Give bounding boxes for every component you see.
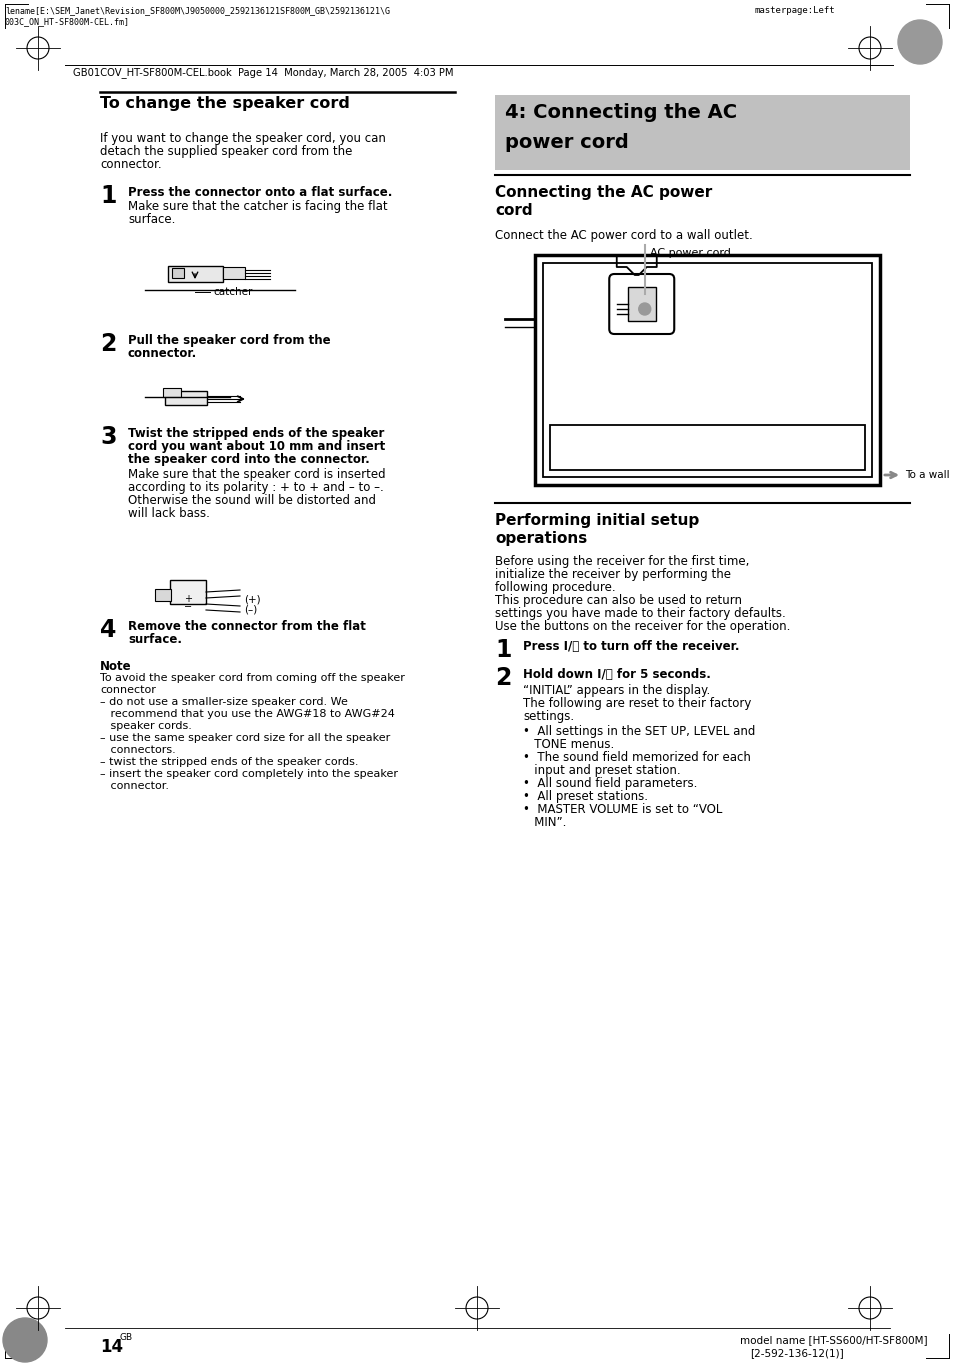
Text: Make sure that the catcher is facing the flat: Make sure that the catcher is facing the… [128,201,387,213]
Text: masterpage:Left: masterpage:Left [754,5,835,15]
Text: This procedure can also be used to return: This procedure can also be used to retur… [495,593,741,607]
Text: Otherwise the sound will be distorted and: Otherwise the sound will be distorted an… [128,494,375,507]
Text: the speaker cord into the connector.: the speaker cord into the connector. [128,453,370,466]
Circle shape [897,20,941,64]
Text: following procedure.: following procedure. [495,581,615,593]
Text: •  MASTER VOLUME is set to “VOL: • MASTER VOLUME is set to “VOL [522,803,721,816]
Text: MIN”.: MIN”. [522,816,566,829]
Text: settings.: settings. [522,711,574,723]
Bar [542,263,871,477]
Text: 4: 4 [100,618,116,642]
Text: operations: operations [495,531,587,546]
Text: lename[E:\SEM_Janet\Revision_SF800M\J9050000_2592136121SF800M_GB\2592136121\G: lename[E:\SEM_Janet\Revision_SF800M\J905… [5,5,390,15]
Text: Connect the AC power cord to a wall outlet.: Connect the AC power cord to a wall outl… [495,229,752,241]
Bar [170,580,206,604]
Text: Note: Note [100,660,132,672]
Text: +: + [184,593,192,604]
Text: “INITIAL” appears in the display.: “INITIAL” appears in the display. [522,683,709,697]
Text: detach the supplied speaker cord from the: detach the supplied speaker cord from th… [100,145,352,158]
Text: connector.: connector. [128,346,197,360]
Text: To change the speaker cord: To change the speaker cord [100,95,350,110]
Text: will lack bass.: will lack bass. [128,507,210,520]
Text: according to its polarity : + to + and – to –.: according to its polarity : + to + and –… [128,481,383,494]
Text: surface.: surface. [128,633,182,647]
Circle shape [3,1318,47,1363]
Text: If you want to change the speaker cord, you can: If you want to change the speaker cord, … [100,132,385,145]
Text: GB: GB [120,1333,133,1342]
Text: cord: cord [495,203,532,218]
Bar [495,95,909,170]
Text: recommend that you use the AWG#18 to AWG#24: recommend that you use the AWG#18 to AWG… [100,709,395,719]
Text: •  All settings in the SET UP, LEVEL and: • All settings in the SET UP, LEVEL and [522,726,755,738]
Text: Pull the speaker cord from the: Pull the speaker cord from the [128,334,331,346]
Text: 2: 2 [100,331,116,356]
Circle shape [639,303,650,315]
Bar [550,426,864,471]
Text: – twist the stripped ends of the speaker cords.: – twist the stripped ends of the speaker… [100,757,358,767]
Bar [168,266,223,282]
Text: 14: 14 [100,1338,123,1356]
Text: To a wall outlet: To a wall outlet [904,471,953,480]
Text: Press the connector onto a flat surface.: Press the connector onto a flat surface. [128,186,392,199]
Bar [165,391,207,405]
Text: speaker cords.: speaker cords. [100,722,192,731]
Text: −: − [184,602,192,612]
Text: Hold down I/⏻ for 5 seconds.: Hold down I/⏻ for 5 seconds. [522,668,710,681]
Text: initialize the receiver by performing the: initialize the receiver by performing th… [495,567,730,581]
Bar [535,255,879,486]
Text: – insert the speaker cord completely into the speaker: – insert the speaker cord completely int… [100,769,397,779]
Text: connector.: connector. [100,158,161,170]
Text: – do not use a smaller-size speaker cord. We: – do not use a smaller-size speaker cord… [100,697,348,707]
Text: cord you want about 10 mm and insert: cord you want about 10 mm and insert [128,441,385,453]
Text: The following are reset to their factory: The following are reset to their factory [522,697,751,711]
Text: input and preset station.: input and preset station. [522,764,679,777]
Text: Press I/⏻ to turn off the receiver.: Press I/⏻ to turn off the receiver. [522,640,739,653]
Text: •  All preset stations.: • All preset stations. [522,790,647,803]
Text: settings you have made to their factory defaults.: settings you have made to their factory … [495,607,785,621]
Text: [2-592-136-12(1)]: [2-592-136-12(1)] [749,1348,842,1359]
Text: connector.: connector. [100,782,169,791]
Text: catcher: catcher [213,286,253,297]
Text: GB01COV_HT-SF800M-CEL.book  Page 14  Monday, March 28, 2005  4:03 PM: GB01COV_HT-SF800M-CEL.book Page 14 Monda… [73,67,453,78]
Text: – use the same speaker cord size for all the speaker: – use the same speaker cord size for all… [100,732,390,743]
Text: •  The sound field memorized for each: • The sound field memorized for each [522,752,750,764]
Text: Connecting the AC power: Connecting the AC power [495,186,712,201]
Text: 2: 2 [495,666,511,690]
Text: Performing initial setup: Performing initial setup [495,513,699,528]
Text: power cord: power cord [504,134,628,151]
Text: Use the buttons on the receiver for the operation.: Use the buttons on the receiver for the … [495,621,789,633]
Bar [627,286,655,321]
Text: Twist the stripped ends of the speaker: Twist the stripped ends of the speaker [128,427,384,441]
Text: surface.: surface. [128,213,175,226]
Bar [172,267,184,278]
Text: model name [HT-SS600/HT-SF800M]: model name [HT-SS600/HT-SF800M] [740,1335,926,1345]
Text: To avoid the speaker cord from coming off the speaker: To avoid the speaker cord from coming of… [100,672,404,683]
Text: 4: Connecting the AC: 4: Connecting the AC [504,104,737,121]
Bar [223,267,245,280]
Text: connector: connector [100,685,155,696]
Text: •  All sound field parameters.: • All sound field parameters. [522,777,697,790]
Text: TONE menus.: TONE menus. [522,738,614,752]
Text: (–): (–) [244,604,257,614]
Bar [163,387,181,397]
Text: 3: 3 [100,426,116,449]
Text: AC power cord: AC power cord [649,248,730,258]
Text: 1: 1 [100,184,116,207]
Text: 003C_ON_HT-SF800M-CEL.fm]: 003C_ON_HT-SF800M-CEL.fm] [5,16,130,26]
Text: (+): (+) [244,593,260,604]
Text: Before using the receiver for the first time,: Before using the receiver for the first … [495,555,749,567]
Text: Make sure that the speaker cord is inserted: Make sure that the speaker cord is inser… [128,468,385,481]
Text: 1: 1 [495,638,511,662]
Text: Remove the connector from the flat: Remove the connector from the flat [128,621,366,633]
Text: connectors.: connectors. [100,745,175,756]
Bar [154,589,171,602]
